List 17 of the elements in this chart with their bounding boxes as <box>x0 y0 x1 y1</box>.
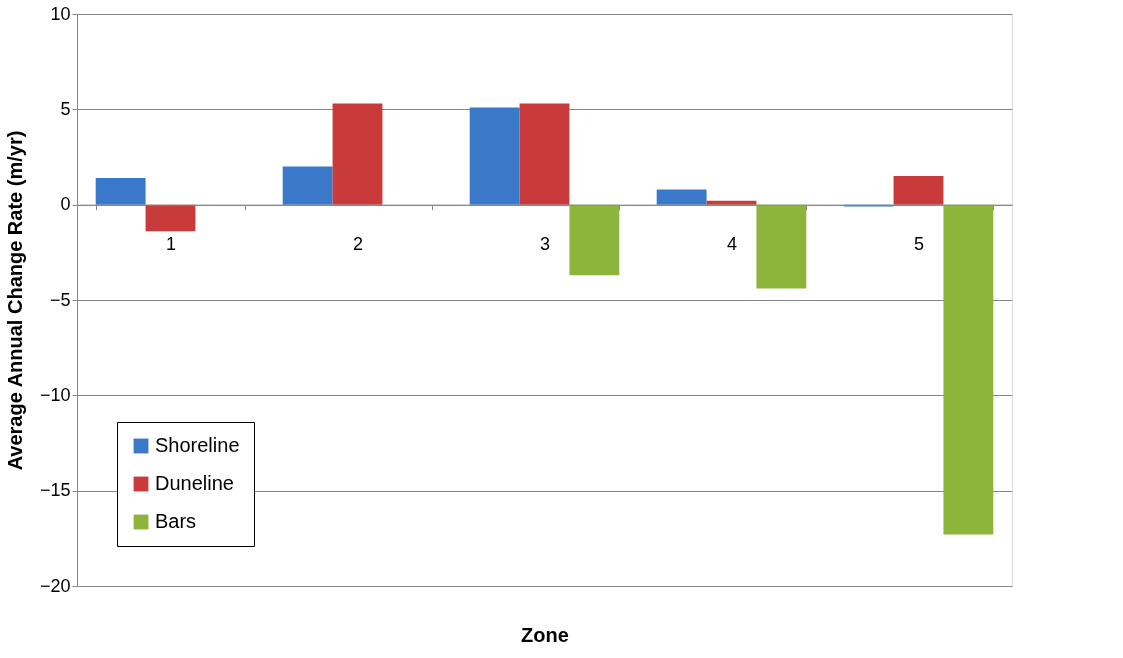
y-tick-label: 10 <box>50 3 71 24</box>
x-tick-label: 2 <box>352 234 364 255</box>
x-tick-label: 3 <box>539 234 551 255</box>
y-tick-label: 0 <box>60 194 71 215</box>
legend-label: Bars <box>155 510 197 532</box>
y-tick-label: −15 <box>39 480 71 501</box>
y-axis-title: Average Annual Change Rate (m/yr) <box>3 130 26 471</box>
y-tick-label: −10 <box>39 384 71 405</box>
y-tick-label: −20 <box>39 575 71 596</box>
legend-label: Shoreline <box>155 434 240 456</box>
x-tick-label: 5 <box>913 234 925 255</box>
legend-label: Duneline <box>155 472 234 494</box>
y-tick-label: −5 <box>49 289 71 310</box>
x-axis-title: Zone <box>521 623 569 646</box>
x-tick-label: 4 <box>726 234 738 255</box>
y-tick-label: 5 <box>60 98 71 119</box>
x-tick-label: 1 <box>165 234 177 255</box>
